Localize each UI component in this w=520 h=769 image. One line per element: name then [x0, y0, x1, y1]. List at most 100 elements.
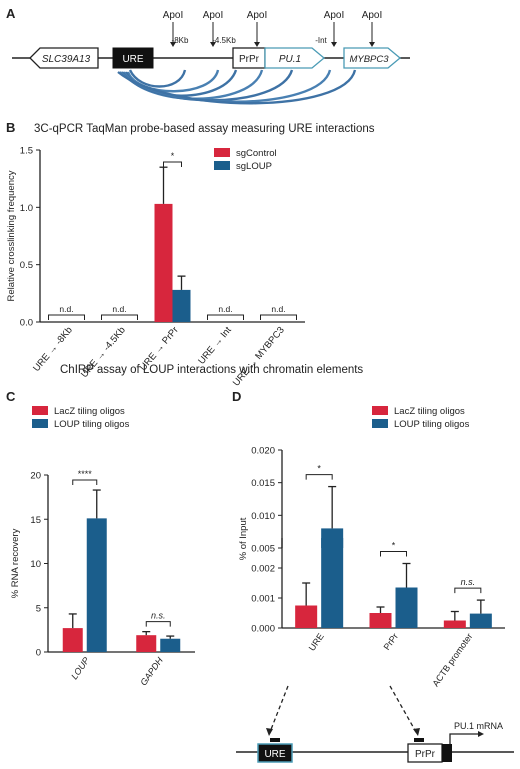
significance-bracket [380, 551, 407, 557]
nd-bracket [207, 314, 244, 320]
bar-lacz [295, 605, 318, 628]
svg-text:ApoI: ApoI [163, 10, 184, 21]
significance-bracket-label: n.s. [151, 611, 166, 621]
prpr-probe [414, 738, 424, 742]
svg-text:URE: URE [122, 54, 143, 65]
x-tick-label: URE → Int [196, 325, 234, 367]
significance-bracket [163, 161, 182, 168]
y-tick-label: 0.005 [251, 544, 275, 555]
svg-text:SLC39A13: SLC39A13 [42, 54, 91, 65]
panel-d-diagram: URE PrPr PU.1 mRNA [236, 685, 514, 763]
y-axis-label: % of Input [238, 517, 249, 560]
gene-mybpc3: MYBPC3 [343, 47, 402, 69]
bar-sgcontrol [154, 203, 173, 322]
nd-label: n.d. [112, 304, 126, 314]
legend-swatch-2 [372, 419, 388, 428]
y-axis-label: % RNA recovery [10, 528, 21, 598]
nd-label: n.d. [218, 304, 232, 314]
y-tick-label: 0 [36, 648, 41, 659]
loop-2 [126, 69, 220, 93]
panel-d-letter: D [232, 389, 241, 404]
legend-label-1: LacZ tiling oligos [394, 406, 465, 417]
gene-pu1: PU.1 [264, 47, 326, 69]
significance-bracket-label: * [317, 464, 321, 474]
legend-label-1: LacZ tiling oligos [54, 406, 125, 417]
y-tick-label: 0.001 [251, 594, 275, 605]
x-tick-label: URE [307, 631, 326, 652]
legend-swatch-2 [214, 161, 230, 170]
y-tick-label: 0.010 [251, 511, 275, 522]
legend-swatch-1 [214, 148, 230, 157]
bar-lacz [443, 620, 466, 628]
bar-loup [86, 518, 107, 652]
significance-bracket-label: **** [78, 469, 93, 479]
legend-label-1: sgControl [236, 148, 277, 159]
y-tick-label: 0.020 [251, 446, 275, 457]
svg-text:ApoI: ApoI [203, 10, 224, 21]
gene-prpr: PrPr [232, 47, 266, 69]
tss-arrow [449, 733, 480, 744]
significance-bracket [454, 587, 482, 594]
ure-probe [270, 738, 280, 742]
y-tick-label: 1.0 [20, 203, 33, 214]
panel-c-title: ChIRP assay of LOUP interactions with ch… [60, 364, 363, 376]
loop-7 [117, 69, 357, 105]
legend-label-2: LOUP tiling oligos [394, 419, 470, 430]
y-tick-label: 0.000 [251, 624, 275, 635]
diagram-prpr-label: PrPr [415, 749, 436, 760]
significance-bracket-label: * [392, 541, 396, 551]
apoi-sites: ApoI ApoI ApoI ApoI ApoI [163, 10, 383, 47]
bar-loup [160, 638, 181, 652]
y-tick-label: 0.0 [20, 318, 33, 329]
diagram-ure-label: URE [264, 749, 285, 760]
svg-text:MYBPC3: MYBPC3 [349, 54, 389, 65]
y-tick-label: 0.015 [251, 478, 275, 489]
diagram-exon [442, 744, 452, 762]
interaction-loops [117, 69, 357, 105]
bar-loup [321, 528, 344, 548]
y-tick-label: 15 [30, 515, 41, 526]
svg-text:-4.5Kb: -4.5Kb [212, 36, 236, 45]
svg-text:PrPr: PrPr [239, 54, 260, 65]
svg-text:ApoI: ApoI [362, 10, 383, 21]
loop-1 [128, 69, 187, 88]
gene-ure: URE [112, 47, 154, 69]
x-tick-label: GAPDH [138, 655, 165, 687]
x-tick-label: LOUP [69, 655, 91, 681]
legend-label-2: LOUP tiling oligos [54, 419, 130, 430]
chart-c: 0 5 10 15 20 % RNA recovery **** LOUP n.s. GAPDH L… [10, 406, 195, 687]
legend-swatch-1 [372, 406, 388, 415]
chart-d: 0.000 0.001 0.002 0.005 0.010 0.015 0.020 % of … [238, 406, 505, 688]
nd-bracket [260, 314, 297, 320]
x-tick-label: PrPr [382, 631, 401, 651]
y-tick-label: 0.002 [251, 564, 275, 575]
gene-slc39a13: SLC39A13 [29, 47, 99, 69]
significance-bracket-label: n.s. [461, 577, 476, 587]
svg-text:ApoI: ApoI [247, 10, 268, 21]
y-axis-label: Relative crosslinking frequency [6, 170, 17, 301]
bar-lacz [62, 628, 83, 652]
panel-b-letter: B [6, 120, 15, 135]
nd-bracket [101, 314, 138, 320]
svg-text:ApoI: ApoI [324, 10, 345, 21]
diagram-arrow-ure [269, 685, 289, 733]
svg-text:-8Kb: -8Kb [172, 36, 189, 45]
legend-swatch-1 [32, 406, 48, 415]
x-tick-label: URE → MYBPC3 [231, 325, 287, 389]
panel-c-letter: C [6, 389, 16, 404]
y-tick-label: 1.5 [20, 146, 33, 157]
bar-sgloup [172, 289, 191, 322]
site-distances: -8Kb -4.5Kb -Int [172, 36, 328, 45]
bar-loup [395, 587, 418, 628]
bar-loup [469, 613, 492, 628]
bar-lacz [369, 613, 392, 628]
nd-bracket [48, 314, 85, 320]
y-tick-label: 0.5 [20, 260, 33, 271]
significance-bracket-label: * [171, 151, 175, 161]
panel-a-letter: A [6, 6, 16, 21]
panel-b-title: 3C-qPCR TaqMan probe-based assay measuri… [34, 123, 375, 135]
legend-swatch-2 [32, 419, 48, 428]
bar-lacz [136, 635, 157, 652]
legend-label-2: sgLOUP [236, 161, 272, 172]
